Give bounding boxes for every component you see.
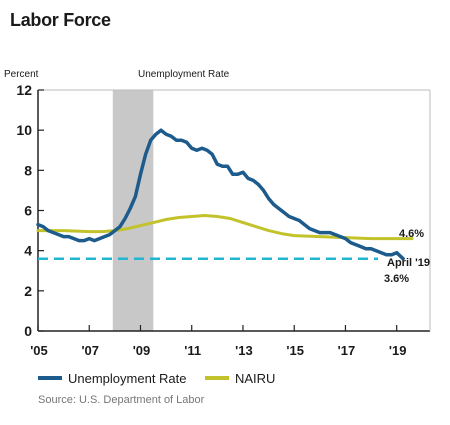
- y-tick-label: 0: [24, 323, 32, 339]
- series-line-unemployment: [36, 128, 405, 261]
- x-tick-label: '15: [286, 343, 304, 358]
- recession-band: [112, 90, 154, 331]
- x-tick-label: '05: [30, 343, 48, 358]
- series-layer: [36, 128, 414, 261]
- chart-title: Unemployment Rate: [138, 69, 230, 80]
- x-tick-label: '11: [184, 343, 201, 358]
- recession-band-layer: [112, 90, 154, 331]
- y-tick-label: 4: [24, 243, 32, 259]
- y-axis-label: Percent: [4, 69, 39, 80]
- labels-layer: Percent Unemployment Rate 4.6% April '19…: [4, 69, 430, 285]
- legend: Unemployment Rate NAIRU: [38, 371, 275, 386]
- source-note: Source: U.S. Department of Labor: [38, 394, 205, 406]
- legend-label-nairu: NAIRU: [235, 371, 275, 386]
- y-tick-label: 10: [16, 122, 32, 138]
- current-date-label: April '19: [387, 257, 430, 269]
- legend-label-unemployment: Unemployment Rate: [68, 371, 187, 386]
- page-title: Labor Force: [10, 10, 111, 30]
- x-tick-label: '17: [338, 343, 356, 358]
- x-tick-label: '09: [133, 343, 151, 358]
- x-tick-label: '19: [389, 343, 407, 358]
- current-value-label: 3.6%: [384, 273, 409, 285]
- y-tick-label: 2: [24, 283, 32, 299]
- y-tick-label: 12: [16, 82, 32, 98]
- x-tick-label: '07: [81, 343, 99, 358]
- axes-layer: 0 2 4 6 8 10 12 '05 '07 '09 '11 '13 '15 '17 '19: [16, 82, 431, 358]
- nairu-value-label: 4.6%: [399, 228, 424, 240]
- y-tick-label: 8: [24, 162, 32, 178]
- y-tick-label: 6: [24, 203, 32, 219]
- x-tick-label: '13: [235, 343, 253, 358]
- series-line-nairu: [36, 214, 414, 241]
